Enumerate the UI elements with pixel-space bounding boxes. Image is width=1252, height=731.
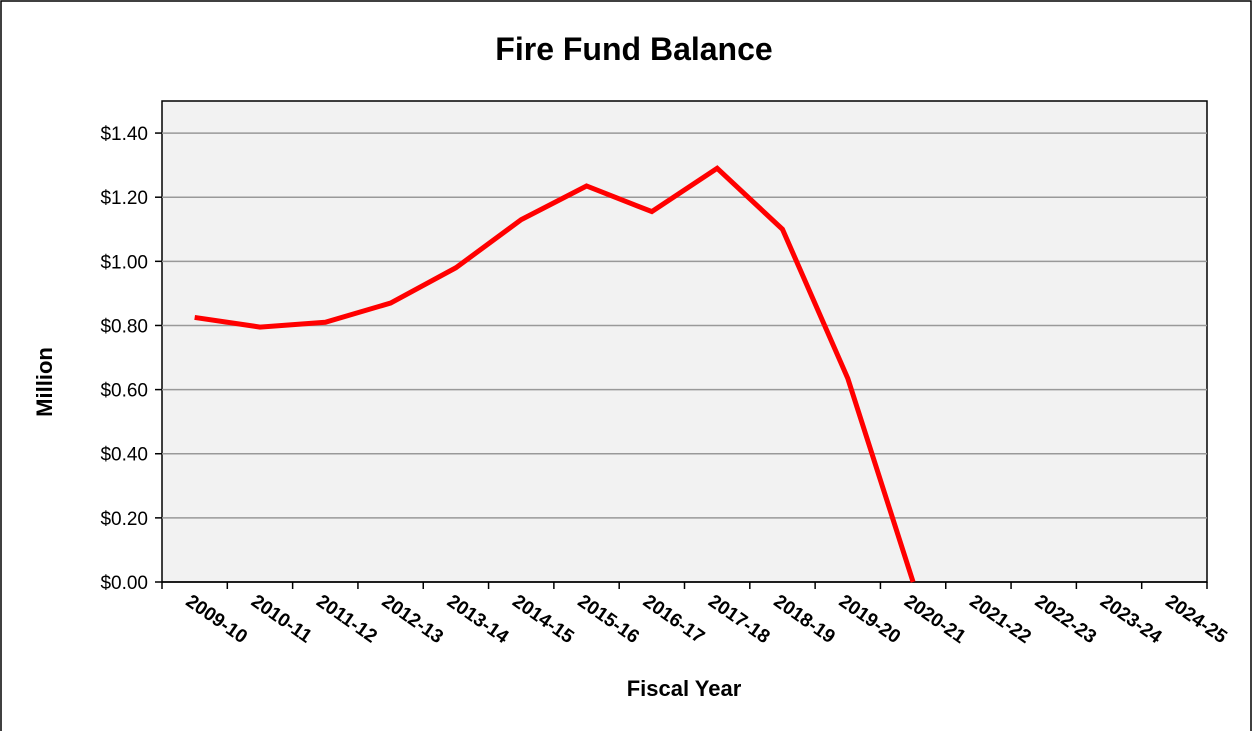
series-line: [194, 165, 916, 583]
chart-title: Fire Fund Balance: [495, 31, 772, 67]
y-axis-title: Million: [32, 347, 57, 417]
y-tick-label: $0.20: [100, 509, 148, 530]
y-tick-label: $0.00: [100, 573, 148, 594]
y-tick-label: $0.80: [100, 316, 148, 337]
y-tick-label: $0.40: [100, 445, 148, 466]
y-tick-label: $1.00: [100, 252, 148, 273]
plot-area: $0.00 $0.20 $0.40 $0.60 $0.80 $1.00 $1.20 $1.40…: [100, 100, 1231, 648]
plot-background: [161, 100, 1208, 583]
y-tick-label: $1.20: [100, 188, 148, 209]
y-tick-label: $0.60: [100, 381, 148, 402]
x-axis-title: Fiscal Year: [627, 676, 742, 701]
y-tick-label: $1.40: [100, 124, 148, 145]
